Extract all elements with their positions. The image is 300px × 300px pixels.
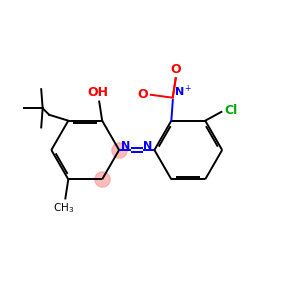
- Text: N: N: [143, 141, 153, 151]
- Text: OH: OH: [87, 85, 108, 99]
- Text: O: O: [170, 63, 181, 76]
- Text: O: O: [137, 88, 148, 101]
- Text: N: N: [121, 141, 130, 151]
- Text: CH$_3$: CH$_3$: [53, 201, 74, 215]
- Text: Cl: Cl: [224, 104, 238, 117]
- Text: N$^+$: N$^+$: [174, 83, 193, 99]
